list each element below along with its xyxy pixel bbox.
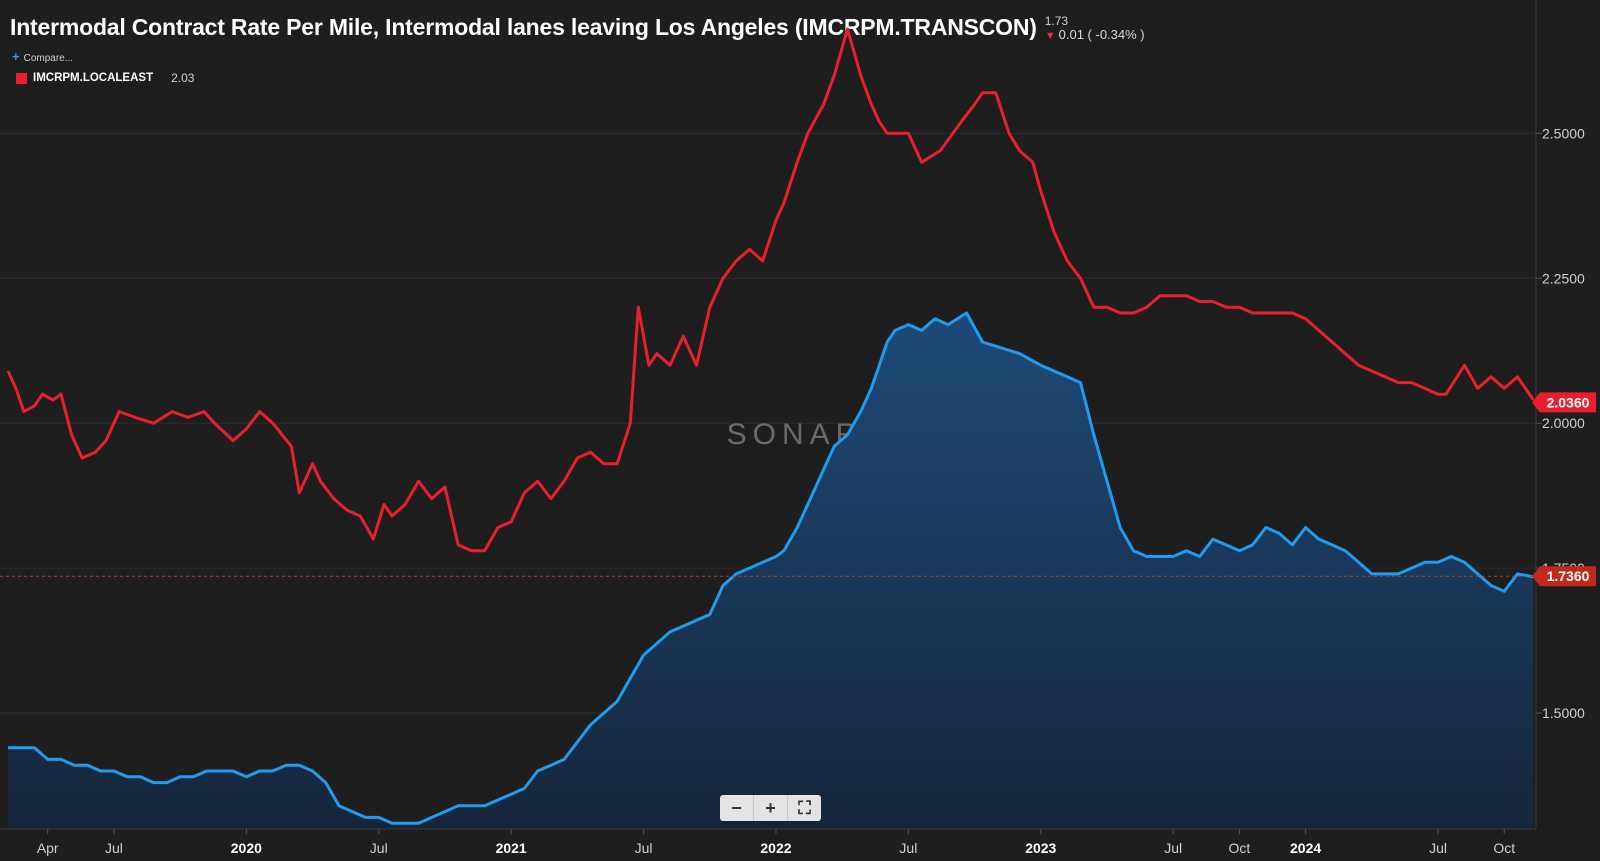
series-line-transcon[interactable]	[8, 311, 1534, 825]
x-tick-label: Oct	[1493, 840, 1515, 856]
x-tick-label: Jul	[635, 840, 653, 856]
last-value-labels: 1.7360 2.0360	[1532, 392, 1596, 587]
last-value-badge	[1532, 566, 1596, 587]
chart-header: Intermodal Contract Rate Per Mile, Inter…	[10, 12, 1145, 43]
y-tick-label: 2.2500	[1542, 270, 1585, 286]
compare-button[interactable]: + Compare...	[12, 49, 73, 64]
series-area-transcon	[8, 313, 1534, 829]
x-tick-label: 2021	[496, 840, 527, 856]
series-line-localeast[interactable]	[6, 27, 1535, 553]
y-tick-label: 1.5000	[1542, 705, 1585, 721]
legend-swatch	[16, 72, 27, 84]
change-value: 0.01 ( -0.34% )	[1058, 27, 1145, 42]
last-value-label: 2.0360	[1547, 394, 1590, 410]
x-tick-label: 2020	[231, 840, 262, 856]
x-tick-label: Jul	[1164, 840, 1182, 856]
x-tick-label: 2024	[1290, 840, 1321, 856]
last-value: 1.73	[1044, 14, 1069, 28]
y-tick-label: 2.0000	[1542, 415, 1585, 431]
chart-title: Intermodal Contract Rate Per Mile, Inter…	[10, 14, 1037, 40]
zoom-in-button[interactable]: +	[754, 795, 788, 821]
x-tick-label: Jul	[899, 840, 917, 856]
series-layer	[0, 27, 1536, 829]
zoom-out-button[interactable]: −	[720, 795, 754, 821]
x-tick-label: 2023	[1025, 840, 1056, 856]
x-tick-label: Jul	[370, 840, 388, 856]
legend: IMCRPM.LOCALEAST 2.03	[16, 71, 194, 85]
last-value-badge	[1532, 392, 1596, 413]
last-value-label: 1.7360	[1547, 568, 1590, 584]
x-axis: Apr Jul 2020 Jul 2021 Jul 2022 Jul 2023 Jul Oct 202…	[37, 829, 1515, 856]
x-tick-label: Oct	[1229, 840, 1251, 856]
quote-box: 1.73 ▼ 0.01 ( -0.34% )	[1045, 14, 1145, 43]
zoom-controls: − + ⛶	[720, 795, 821, 821]
fullscreen-button[interactable]: ⛶	[798, 797, 811, 818]
arrow-down-icon: ▼	[1044, 30, 1056, 42]
legend-series-value: 2.03	[171, 71, 195, 85]
plus-icon: +	[12, 49, 20, 64]
compare-label: Compare...	[23, 53, 74, 64]
y-tick-label: 2.5000	[1542, 125, 1585, 141]
x-tick-label: Jul	[105, 840, 123, 856]
x-tick-label: Jul	[1429, 840, 1447, 856]
x-tick-label: 2022	[760, 840, 791, 856]
x-tick-label: Apr	[37, 840, 59, 856]
legend-series-name[interactable]: IMCRPM.LOCALEAST	[33, 72, 154, 84]
